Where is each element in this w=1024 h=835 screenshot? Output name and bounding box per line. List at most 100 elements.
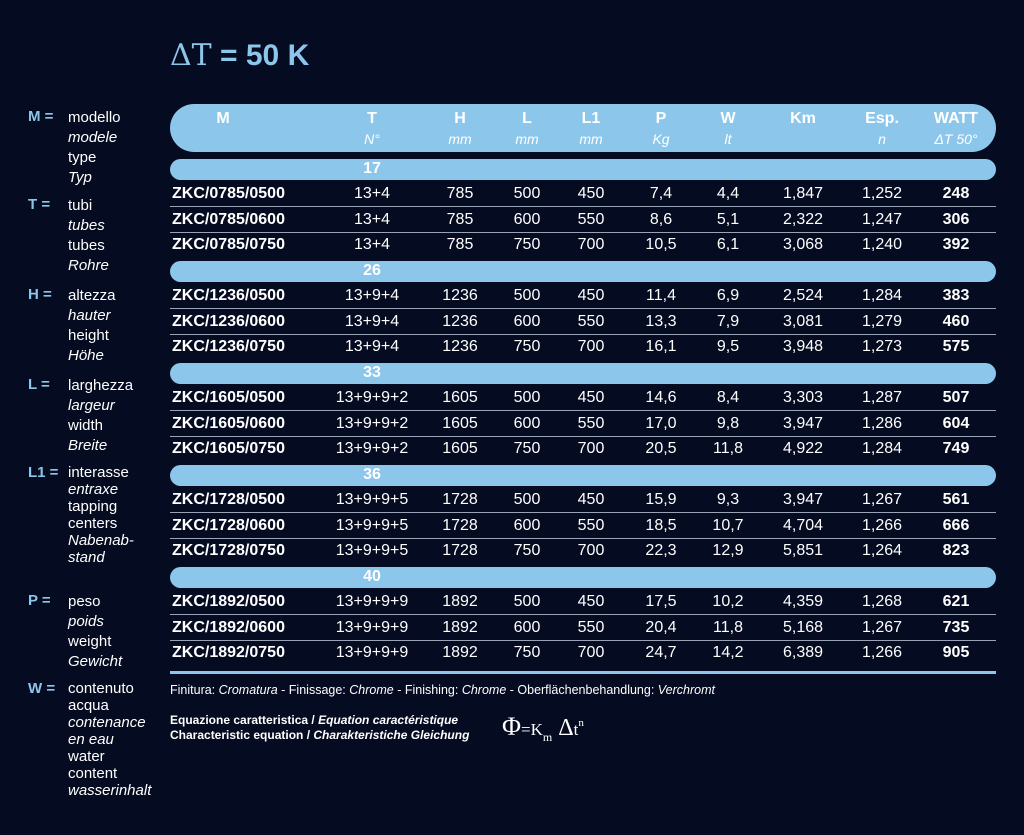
value-cell: 1236	[442, 338, 478, 356]
value-cell: 9,8	[716, 414, 740, 432]
value-cell: 20,4	[645, 618, 677, 636]
value-cell: 3,948	[782, 338, 824, 356]
value-cell: 1,279	[861, 312, 903, 330]
header-unit: N°	[364, 131, 380, 147]
value-cell: 11,8	[713, 440, 743, 458]
model-cell: ZKC/1728/0600	[172, 516, 285, 534]
header-unit: Kg	[652, 131, 670, 147]
legend-term: Nabenab-	[68, 532, 134, 549]
header-col: M	[148, 108, 298, 130]
value-cell: 750	[513, 338, 541, 356]
value-cell: 450	[577, 389, 605, 406]
eq-sup-n: n	[578, 717, 584, 729]
value-cell: 785	[446, 236, 474, 254]
value-cell: 1,847	[782, 185, 824, 202]
legend-terms: larghezza largeur width Breite	[68, 376, 178, 456]
header-unit: ΔT 50°	[934, 131, 978, 147]
group-band: 26	[170, 261, 996, 282]
header-col: P Kg	[631, 108, 691, 148]
header-col: T N°	[324, 108, 420, 148]
value-cell: 1892	[442, 618, 478, 636]
legend-term: hauter	[68, 307, 111, 324]
table-row: ZKC/1892/0500 13+9+9+9 1892 500 450 17,5 10,2 4…	[170, 589, 996, 615]
element-count: 26	[363, 262, 381, 279]
value-cell: 4,922	[782, 440, 824, 458]
header-unit: n	[878, 131, 886, 147]
value-cell: 1,252	[861, 185, 903, 202]
legend-term: tubes	[68, 217, 105, 234]
value-cell: 700	[577, 644, 605, 662]
legend-term: weight	[68, 633, 112, 650]
legend-term: altezza	[68, 287, 116, 304]
title-value: = 50 K	[211, 39, 310, 72]
value-cell: 13+9+9+5	[335, 491, 409, 508]
value-cell: 13+9+9+9	[335, 618, 409, 636]
value-cell: 1728	[442, 491, 478, 508]
value-cell: 6,389	[782, 644, 824, 662]
equation-labels: Equazione caratteristica / Equation cara…	[170, 713, 469, 743]
table-row: ZKC/1605/0600 13+9+9+2 1605 600 550 17,0 9,8 3,…	[170, 411, 996, 437]
value-cell: 450	[577, 593, 605, 610]
finish-label: Finitura:	[170, 683, 219, 697]
watt-cell: 460	[942, 312, 970, 330]
header-label: P	[655, 110, 667, 127]
value-cell: 7,9	[716, 312, 740, 330]
value-cell: 700	[577, 338, 605, 356]
legend-term: centers	[68, 515, 118, 532]
legend-term: poids	[68, 613, 104, 630]
value-cell: 8,6	[649, 210, 673, 228]
model-cell: ZKC/1892/0500	[172, 593, 285, 610]
value-cell: 13+9+9+2	[335, 440, 409, 458]
group-band: 36	[170, 465, 996, 486]
value-cell: 2,322	[782, 210, 824, 228]
value-cell: 18,5	[645, 516, 677, 534]
finish-value: Cromatura	[218, 683, 278, 697]
value-cell: 17,0	[645, 414, 677, 432]
legend-terms: tubi tubes tubes Rohre	[68, 196, 178, 276]
value-cell: 1,266	[861, 516, 903, 534]
header-col: L1 mm	[561, 108, 621, 148]
value-cell: 16,1	[645, 338, 677, 356]
model-cell: ZKC/0785/0500	[172, 185, 285, 202]
value-cell: 13+4	[353, 210, 391, 228]
header-unit: mm	[579, 131, 603, 147]
value-cell: 4,4	[716, 185, 740, 202]
legend-term: modello	[68, 109, 121, 126]
group-band: 40	[170, 567, 996, 588]
value-cell: 10,5	[645, 236, 677, 254]
model-cell: ZKC/1728/0500	[172, 491, 285, 508]
value-cell: 8,4	[716, 389, 740, 406]
value-cell: 750	[513, 236, 541, 254]
value-cell: 550	[577, 618, 605, 636]
legend-term: interasse	[68, 464, 129, 481]
value-cell: 750	[513, 440, 541, 458]
value-cell: 6,9	[716, 287, 740, 304]
header-label: W	[720, 110, 736, 127]
value-cell: 12,9	[712, 542, 744, 560]
value-cell: 600	[513, 312, 541, 330]
table-row: ZKC/1236/0750 13+9+4 1236 750 700 16,1 9,5 3,94…	[170, 334, 996, 359]
value-cell: 550	[577, 414, 605, 432]
value-cell: 1,247	[861, 210, 903, 228]
value-cell: 20,5	[645, 440, 677, 458]
value-cell: 1,273	[861, 338, 903, 356]
legend-term: height	[68, 327, 109, 344]
watt-cell: 905	[942, 644, 970, 662]
value-cell: 1,268	[861, 593, 903, 610]
value-cell: 1605	[442, 389, 478, 406]
table-row: ZKC/0785/0600 13+4 785 600 550 8,6 5,1 2,322 1,2…	[170, 207, 996, 233]
value-cell: 13+9+4	[344, 312, 400, 330]
legend-terms: contenuto acqua contenance en eau water conte…	[68, 680, 178, 799]
value-cell: 5,1	[716, 210, 740, 228]
value-cell: 3,081	[782, 312, 824, 330]
finish-label: - Finishing:	[393, 683, 462, 697]
finish-value: Verchromt	[657, 683, 715, 697]
value-cell: 500	[513, 389, 541, 406]
value-cell: 4,359	[782, 593, 824, 610]
value-cell: 500	[513, 491, 541, 508]
value-cell: 10,2	[712, 593, 744, 610]
value-cell: 500	[513, 185, 541, 202]
value-cell: 17,5	[645, 593, 677, 610]
header-label: Esp.	[865, 110, 899, 127]
